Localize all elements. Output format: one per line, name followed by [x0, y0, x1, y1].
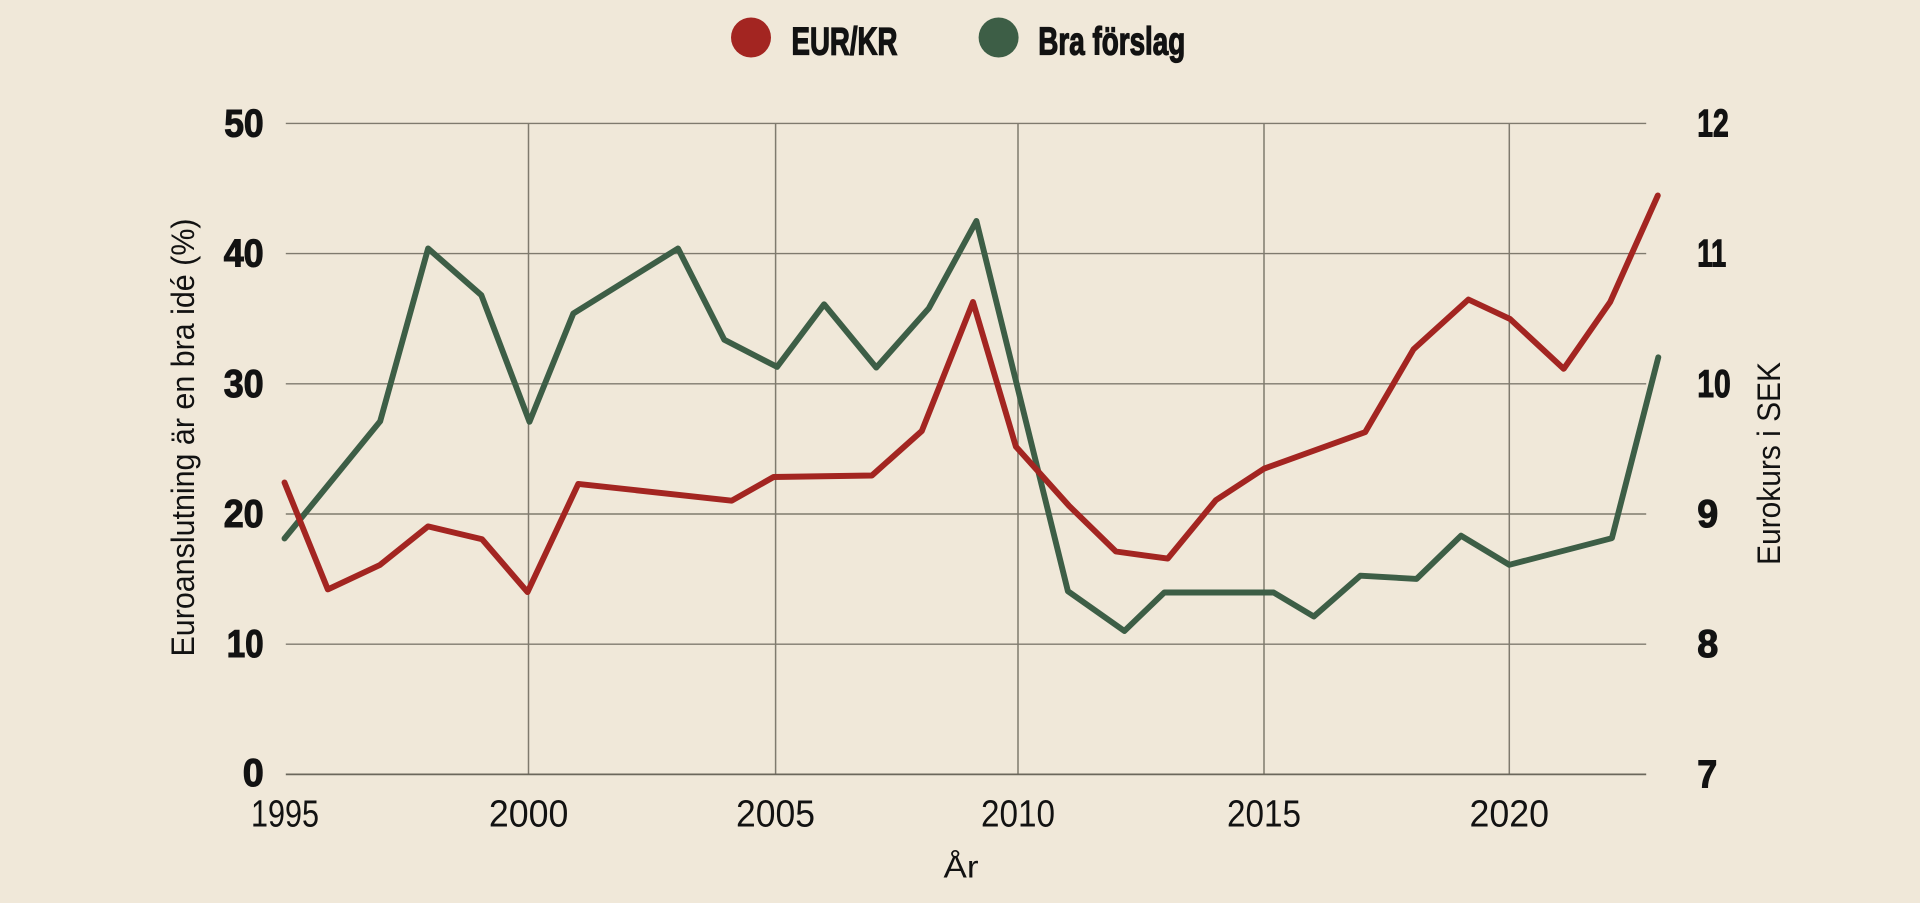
svg-text:Bra förslag: Bra förslag [1038, 20, 1185, 63]
svg-text:2020: 2020 [1470, 793, 1550, 835]
svg-text:10: 10 [1697, 363, 1731, 406]
svg-text:9: 9 [1697, 493, 1718, 536]
svg-text:40: 40 [224, 233, 264, 276]
svg-text:8: 8 [1697, 623, 1718, 666]
svg-text:10: 10 [227, 623, 264, 666]
svg-text:0: 0 [243, 752, 264, 795]
svg-text:20: 20 [224, 493, 264, 536]
svg-text:11: 11 [1697, 233, 1726, 276]
svg-text:50: 50 [224, 102, 264, 145]
svg-text:30: 30 [224, 363, 264, 406]
svg-text:År: År [944, 849, 979, 885]
svg-text:2010: 2010 [981, 793, 1055, 835]
svg-text:7: 7 [1697, 753, 1717, 796]
svg-text:2015: 2015 [1227, 793, 1301, 835]
svg-text:Eurokurs i SEK: Eurokurs i SEK [1751, 362, 1787, 565]
svg-text:EUR/KR: EUR/KR [792, 20, 898, 63]
svg-text:1995: 1995 [251, 793, 319, 835]
svg-text:12: 12 [1697, 102, 1729, 145]
svg-text:Euroanslutning är en bra idé (: Euroanslutning är en bra idé (%) [165, 219, 201, 657]
svg-text:2000: 2000 [489, 793, 569, 835]
svg-text:2005: 2005 [736, 793, 815, 835]
